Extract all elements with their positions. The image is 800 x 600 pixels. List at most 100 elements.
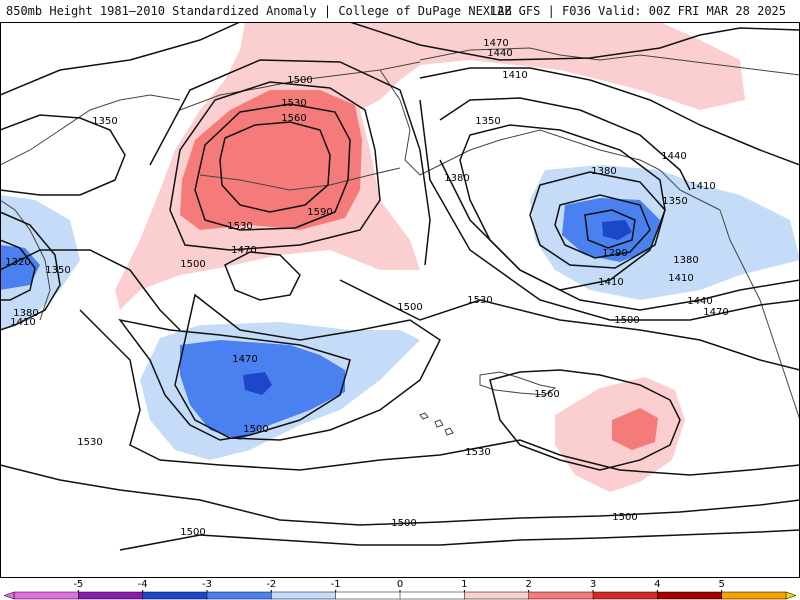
- contour-label: 1500: [614, 315, 639, 326]
- colorbar-right-arrow: [785, 591, 797, 600]
- contour-label: 1410: [668, 273, 693, 284]
- contour-label: 1500: [612, 512, 637, 523]
- contour-layer: [0, 22, 800, 551]
- header: 850mb Height 1981–2010 Standardized Anom…: [0, 0, 800, 22]
- contour-line: [439, 159, 800, 311]
- contour-line: [529, 171, 666, 269]
- contour-label: 1410: [690, 181, 715, 192]
- contour-line: [224, 251, 301, 301]
- coastline: [0, 199, 51, 321]
- colorbar-swatch: [78, 591, 144, 600]
- contour-label: 1500: [180, 527, 205, 538]
- anomaly-negative-3-region: [602, 220, 632, 240]
- colorbar-swatch: [464, 591, 530, 600]
- colorbar-ticks: -5 -4 -3 -2 -1 0 1 2 3 4 5: [73, 579, 725, 592]
- contour-label: 1440: [687, 296, 712, 307]
- colorbar-tick-label: -4: [138, 579, 148, 590]
- coastline: [199, 167, 401, 191]
- contour-label: 1530: [77, 437, 102, 448]
- contour-line: [118, 318, 351, 441]
- colorbar-tick-label: 3: [590, 579, 596, 590]
- contour-label: 1470: [483, 38, 508, 49]
- contour-line: [349, 22, 800, 61]
- colorbar-tick-label: -1: [331, 579, 341, 590]
- colorbar-tick-label: 4: [654, 579, 660, 590]
- contour-label: 1500: [243, 424, 268, 435]
- map-title: 850mb Height 1981–2010 Standardized Anom…: [6, 4, 512, 18]
- contour-label: 1410: [502, 70, 527, 81]
- contour-label: 1530: [281, 98, 306, 109]
- coastline: [379, 69, 721, 211]
- contour-line: [339, 279, 800, 371]
- contour-label: 1470: [231, 245, 256, 256]
- contour-label: 1380: [13, 308, 38, 319]
- colorbar-swatch: [592, 591, 659, 600]
- colorbar-swatch: [206, 591, 273, 600]
- contour-line: [219, 121, 331, 213]
- contour-label: 1410: [10, 317, 35, 328]
- colorbar-tick-label: 1: [461, 579, 467, 590]
- contour-label: 1350: [475, 116, 500, 127]
- colorbar-swatch: [142, 591, 208, 600]
- contour-label: 1500: [287, 75, 312, 86]
- contour-label: 1290: [602, 248, 627, 259]
- contour-line: [169, 81, 381, 251]
- contour-line: [554, 194, 651, 259]
- colorbar-tick-label: -3: [202, 579, 212, 590]
- anomaly-negative-3-region: [243, 372, 272, 395]
- colorbar-swatch: [657, 591, 723, 600]
- contour-line: [439, 97, 691, 191]
- contour-label: 1560: [534, 389, 559, 400]
- contour-label: 1470: [703, 307, 728, 318]
- contour-label: 1560: [281, 113, 306, 124]
- island: [444, 427, 454, 436]
- contour-label: 1530: [465, 447, 490, 458]
- colorbar-tick-label: 0: [397, 579, 403, 590]
- colorbar-swatch: [528, 591, 594, 600]
- contour-label-layer: 1350150015301560159015301500147014701440…: [5, 38, 728, 538]
- contour-line: [419, 99, 800, 321]
- contour-line: [174, 293, 441, 441]
- coastline: [0, 94, 181, 166]
- contour-label: 1380: [673, 255, 698, 266]
- colorbar-swatch: [13, 591, 80, 600]
- coastline: [419, 47, 800, 76]
- colorbar-swatch: [721, 591, 787, 600]
- model-run-label: 12Z GFS | F036 Valid: 00Z FRI MAR 28 202…: [489, 4, 786, 18]
- contour-label: 1410: [598, 277, 623, 288]
- colorbar-swatches: [3, 591, 797, 600]
- colorbar-tick-label: 2: [525, 579, 531, 590]
- contour-line: [419, 67, 800, 166]
- contour-line: [0, 249, 181, 331]
- contour-line: [0, 211, 61, 331]
- contour-line: [489, 369, 681, 471]
- contour-line: [194, 103, 351, 231]
- contour-label: 1380: [591, 166, 616, 177]
- island: [434, 419, 444, 428]
- contour-label: 1500: [180, 259, 205, 270]
- contour-label: 1530: [467, 295, 492, 306]
- island: [419, 412, 429, 420]
- contour-line: [0, 239, 36, 301]
- contour-label: 1350: [92, 116, 117, 127]
- contour-line: [459, 124, 666, 291]
- contour-line: [584, 209, 636, 249]
- contour-label: 1590: [307, 207, 332, 218]
- coastline: [719, 209, 800, 421]
- colorbar: -5 -4 -3 -2 -1 0 1 2 3 4 5: [3, 579, 797, 600]
- contour-line: [149, 59, 431, 266]
- contour-label: 1500: [391, 518, 416, 529]
- map: 1350150015301560159015301500147014701440…: [0, 22, 800, 578]
- colorbar-left-arrow: [3, 591, 15, 600]
- contour-label: 1380: [444, 173, 469, 184]
- colorbar-tick-label: 5: [718, 579, 724, 590]
- colorbar-tick-label: -2: [266, 579, 276, 590]
- contour-label: 1500: [397, 302, 422, 313]
- colorbar-swatch: [399, 591, 466, 600]
- coastline-layer: [0, 47, 800, 436]
- anomaly-positive-2-region: [612, 408, 658, 450]
- anomaly-negative-2-region: [0, 245, 40, 290]
- contour-label: 1350: [45, 265, 70, 276]
- contour-label: 1350: [662, 196, 687, 207]
- contour-label: 1320: [5, 257, 30, 268]
